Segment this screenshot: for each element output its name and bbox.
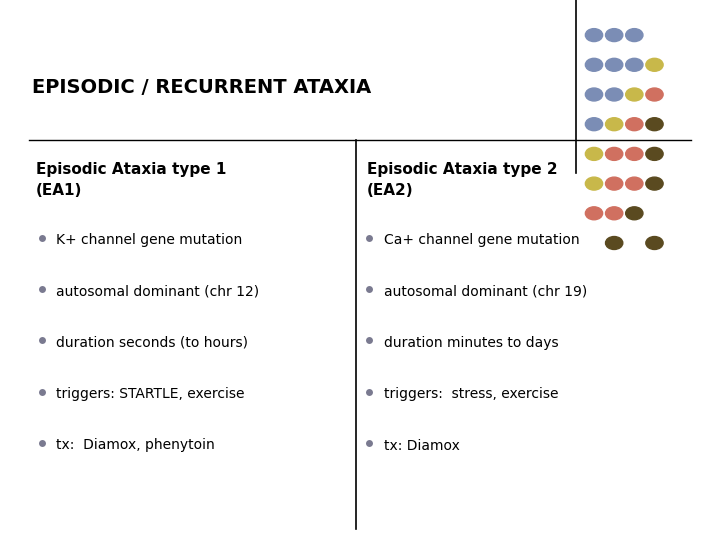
Circle shape	[646, 147, 663, 160]
Text: duration minutes to days: duration minutes to days	[384, 336, 559, 350]
Circle shape	[585, 207, 603, 220]
Circle shape	[585, 58, 603, 71]
Text: tx: Diamox: tx: Diamox	[384, 438, 459, 453]
Text: autosomal dominant (chr 19): autosomal dominant (chr 19)	[384, 285, 587, 299]
Circle shape	[646, 58, 663, 71]
Text: autosomal dominant (chr 12): autosomal dominant (chr 12)	[56, 285, 259, 299]
Circle shape	[626, 118, 643, 131]
Text: EPISODIC / RECURRENT ATAXIA: EPISODIC / RECURRENT ATAXIA	[32, 78, 372, 97]
Circle shape	[646, 177, 663, 190]
Circle shape	[585, 177, 603, 190]
Text: tx:  Diamox, phenytoin: tx: Diamox, phenytoin	[56, 438, 215, 453]
Circle shape	[585, 118, 603, 131]
Circle shape	[626, 177, 643, 190]
Circle shape	[606, 237, 623, 249]
Circle shape	[626, 58, 643, 71]
Circle shape	[606, 29, 623, 42]
Circle shape	[606, 177, 623, 190]
Circle shape	[626, 147, 643, 160]
Circle shape	[585, 147, 603, 160]
Circle shape	[626, 207, 643, 220]
Circle shape	[585, 88, 603, 101]
Circle shape	[646, 88, 663, 101]
Text: K+ channel gene mutation: K+ channel gene mutation	[56, 233, 243, 247]
Circle shape	[606, 147, 623, 160]
Circle shape	[626, 29, 643, 42]
Circle shape	[646, 237, 663, 249]
Text: duration seconds (to hours): duration seconds (to hours)	[56, 336, 248, 350]
Circle shape	[606, 88, 623, 101]
Text: Episodic Ataxia type 2
(EA2): Episodic Ataxia type 2 (EA2)	[367, 162, 558, 198]
Circle shape	[585, 29, 603, 42]
Text: Ca+ channel gene mutation: Ca+ channel gene mutation	[384, 233, 580, 247]
Circle shape	[606, 118, 623, 131]
Circle shape	[606, 207, 623, 220]
Circle shape	[626, 88, 643, 101]
Circle shape	[606, 58, 623, 71]
Text: triggers:  stress, exercise: triggers: stress, exercise	[384, 387, 558, 401]
Text: Episodic Ataxia type 1
(EA1): Episodic Ataxia type 1 (EA1)	[36, 162, 226, 198]
Text: triggers: STARTLE, exercise: triggers: STARTLE, exercise	[56, 387, 245, 401]
Circle shape	[646, 118, 663, 131]
